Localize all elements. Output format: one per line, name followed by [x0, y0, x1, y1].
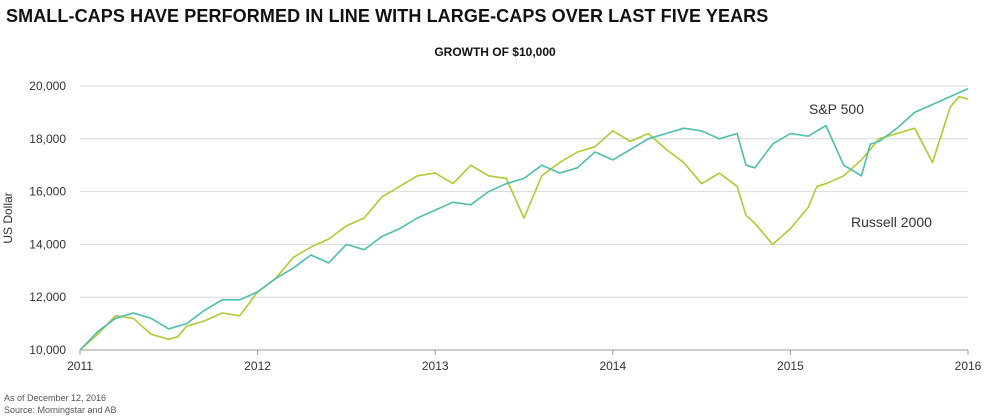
series-line-russell-2000: [79, 95, 969, 351]
y-tick-label: 12,000: [29, 290, 66, 304]
chart-subtitle: GROWTH OF $10,000: [434, 45, 556, 59]
series-annotation: Russell 2000: [851, 214, 932, 230]
x-tick-label: 2016: [955, 359, 982, 373]
y-axis-label: US Dollar: [1, 192, 15, 243]
source-note: Source: Morningstar and AB: [4, 405, 117, 415]
series-line-s-p-500: [79, 87, 969, 351]
y-tick-label: 20,000: [29, 79, 66, 93]
series-annotation: S&P 500: [809, 101, 864, 117]
y-tick-label: 18,000: [29, 132, 66, 146]
y-tick-label: 16,000: [29, 185, 66, 199]
x-tick-label: 2015: [777, 359, 804, 373]
x-tick-label: 2011: [67, 359, 93, 373]
as-of-note: As of December 12, 2016: [4, 393, 107, 403]
x-tick-label: 2014: [599, 359, 626, 373]
y-tick-label: 14,000: [29, 237, 66, 251]
chart-title: SMALL-CAPS HAVE PERFORMED IN LINE WITH L…: [6, 6, 769, 26]
x-tick-label: 2012: [244, 359, 271, 373]
x-tick-label: 2013: [422, 359, 449, 373]
y-tick-label: 10,000: [29, 343, 66, 357]
